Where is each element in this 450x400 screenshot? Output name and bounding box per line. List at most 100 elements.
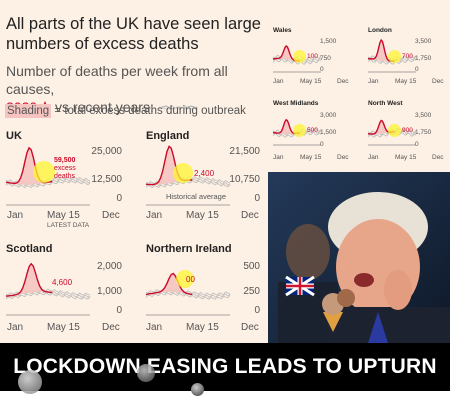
london-highlight-circle [388, 50, 401, 63]
ni-chart-label: Northern Ireland [146, 243, 232, 255]
scotland-chart [5, 262, 91, 316]
west-midlands-ytick-mid: 1,500 [320, 129, 337, 136]
wales-annotation: 100 [307, 53, 318, 60]
wales-xtick-dec: Dec [337, 78, 349, 85]
excess-shading [273, 119, 300, 135]
uk-xtick-dec: Dec [102, 210, 120, 221]
excess-shading [146, 273, 193, 295]
scotland-annotation: 4,600 [52, 278, 73, 287]
ni-chart [145, 272, 231, 316]
uk-ytick-max: 25,000 [91, 146, 122, 157]
wales-xtick-may: May 15 [300, 78, 322, 85]
west-midlands-xtick-dec: Dec [337, 154, 349, 161]
bubble-decoration [18, 370, 42, 394]
excess-shading [146, 146, 193, 185]
north-west-ytick-max: 3,500 [415, 112, 432, 119]
scotland-xtick-jan: Jan [7, 322, 24, 333]
west-midlands-ytick-max: 3,000 [320, 112, 337, 119]
grey-lines-icon [158, 105, 197, 110]
uk-xtick-may: May 15 [47, 210, 80, 221]
scotland-ytick-mid: 1,000 [96, 286, 122, 297]
north-west-ytick-zero: 0 [415, 141, 419, 148]
ni-highlight-circle [176, 270, 194, 288]
wales-ytick-max: 1,500 [320, 38, 337, 45]
historical-line [272, 59, 322, 65]
uk-annotation: 59,500 excess deaths [54, 157, 76, 181]
historical-line [145, 290, 231, 298]
infographic-title: All parts of the UK have seen large numb… [6, 15, 261, 53]
west-midlands-xtick-may: May 15 [300, 154, 322, 161]
wales-ytick-zero: 0 [320, 66, 324, 73]
london-xtick-dec: Dec [432, 78, 444, 85]
uk-ytick-mid: 12,500 [91, 174, 122, 185]
england-xtick-jan: Jan [146, 210, 163, 221]
london-xtick-jan: Jan [368, 78, 379, 85]
uk-annotation-value: 59,500 [54, 157, 76, 164]
shading-legend: Shading = total excess deaths during out… [5, 104, 246, 118]
wales-chart-label: Wales [273, 27, 292, 34]
west-midlands-highlight-circle [293, 124, 306, 137]
scotland-ytick-zero: 0 [116, 305, 122, 316]
england-xtick-dec: Dec [241, 210, 259, 221]
uk-annotation-text2: deaths [54, 173, 76, 180]
ni-annotation: 00 [186, 275, 195, 284]
caption-banner [0, 343, 450, 391]
infographic-subtitle: Number of deaths per week from all cause… [6, 62, 271, 116]
bubble-decoration [191, 383, 204, 396]
wales-highlight-circle [293, 50, 306, 63]
scotland-chart-label: Scotland [6, 243, 53, 255]
england-annotation: 2,400 [194, 169, 215, 178]
england-chart-label: England [146, 130, 190, 142]
bubble-decoration [137, 364, 155, 382]
london-chart-label: London [368, 27, 392, 34]
uk-xtick-jan: Jan [7, 210, 24, 221]
excess-shading [273, 46, 300, 62]
caption-banner-text: LOCKDOWN EASING LEADS TO UPTURN [13, 355, 437, 378]
subtitle-line: Number of deaths per week from all cause… [6, 63, 228, 97]
england-highlight-circle [173, 163, 193, 183]
shading-description: = total excess deaths during outbreak [54, 105, 246, 117]
england-ytick-zero: 0 [254, 193, 260, 204]
england-xtick-may: May 15 [186, 210, 219, 221]
excess-shading [368, 40, 395, 62]
london-ytick-zero: 0 [415, 66, 419, 73]
uk-latest-data: LATEST DATA [47, 222, 90, 229]
ni-xtick-may: May 15 [186, 322, 219, 333]
historical-line [145, 288, 231, 296]
north-west-xtick-jan: Jan [368, 154, 379, 161]
excess-shading [368, 120, 395, 135]
ni-ytick-max: 500 [243, 261, 260, 272]
scotland-xtick-dec: Dec [102, 322, 120, 333]
uk-annotation-text1: excess [54, 165, 76, 172]
west-midlands-chart-label: West Midlands [273, 100, 319, 107]
uk-chart-label: UK [6, 130, 22, 142]
scotland-xtick-may: May 15 [47, 322, 80, 333]
historical-line [5, 292, 91, 300]
excess-shading [6, 147, 53, 185]
photo-illustration [268, 172, 450, 343]
historical-line [145, 292, 231, 300]
wales-ytick-mid: 750 [320, 55, 331, 62]
london-chart [367, 38, 417, 73]
north-west-annotation: 900 [402, 127, 413, 134]
london-ytick-max: 3,500 [415, 38, 432, 45]
ni-ytick-zero: 0 [254, 305, 260, 316]
line-2020 [5, 262, 53, 297]
london-xtick-may: May 15 [395, 78, 417, 85]
historical-line [5, 180, 91, 189]
ni-xtick-jan: Jan [146, 322, 163, 333]
uk-highlight-circle [33, 161, 55, 183]
north-west-xtick-may: May 15 [395, 154, 417, 161]
uk-ytick-zero: 0 [116, 193, 122, 204]
london-ytick-mid: 1,750 [415, 55, 432, 62]
london-annotation: 700 [402, 53, 413, 60]
subtitle-rest: vs recent years: [55, 99, 154, 115]
historical-line [367, 58, 417, 65]
north-west-highlight-circle [388, 124, 401, 137]
west-midlands-xtick-jan: Jan [273, 154, 284, 161]
west-midlands-ytick-zero: 0 [320, 141, 324, 148]
ni-ytick-mid: 250 [243, 286, 260, 297]
england-historical-label: Historical average [166, 192, 227, 201]
north-west-ytick-mid: 1,750 [415, 129, 432, 136]
ni-xtick-dec: Dec [241, 322, 259, 333]
